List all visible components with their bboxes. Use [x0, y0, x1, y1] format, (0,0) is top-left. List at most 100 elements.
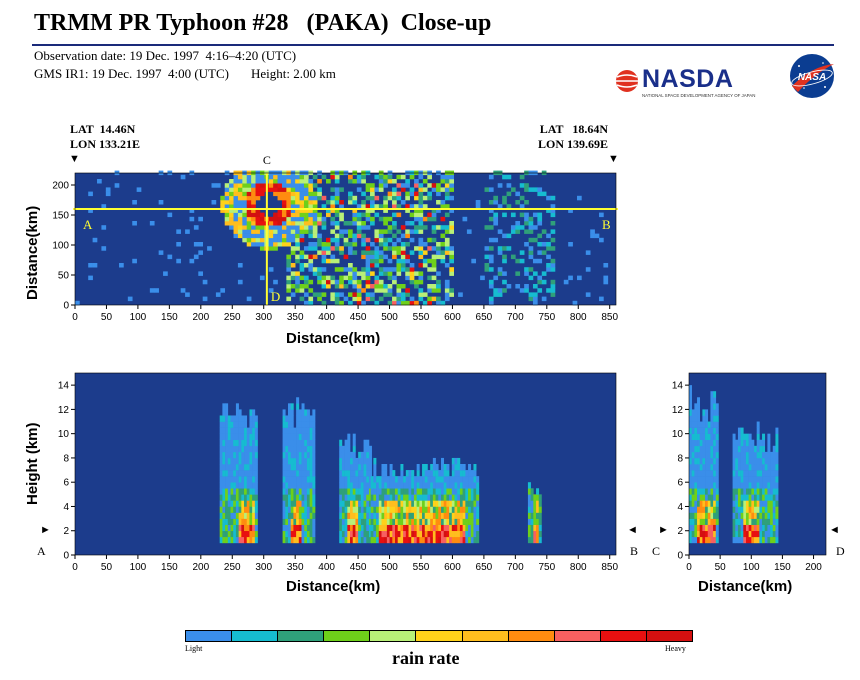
ab-cell — [454, 470, 458, 477]
top-cell — [229, 183, 234, 188]
ab-cell — [282, 445, 286, 453]
ab-cell — [435, 488, 439, 495]
cd-cell — [697, 409, 701, 416]
top-cell — [365, 292, 371, 297]
cd-cell — [762, 530, 766, 538]
ab-y-tick-label-0: 0 — [63, 551, 69, 562]
ab-cell — [527, 482, 531, 489]
ab-cell — [306, 530, 310, 538]
cd-cell — [767, 482, 771, 489]
ab-cell — [301, 512, 305, 519]
top-cell — [352, 237, 358, 243]
cd-cell — [735, 518, 739, 525]
nasda-globe-icon — [616, 70, 638, 92]
cd-cell — [702, 433, 706, 441]
cd-cell — [715, 445, 719, 453]
ab-cell — [368, 506, 372, 513]
top-cell — [519, 288, 525, 293]
ab-cell — [366, 488, 370, 495]
top-cell — [325, 200, 331, 205]
top-cell — [242, 195, 248, 201]
cd-cell — [745, 482, 749, 489]
cd-cell — [694, 470, 698, 477]
top-cell — [330, 216, 336, 222]
top-cell — [352, 216, 358, 222]
ab-cell — [344, 439, 348, 447]
ab-cell — [339, 439, 343, 447]
cd-cell — [705, 433, 709, 441]
colorbar-segment-10 — [600, 631, 647, 641]
ab-cell — [252, 409, 256, 416]
top-cell — [251, 242, 256, 247]
top-cell — [242, 187, 248, 192]
ab-cell — [392, 488, 396, 495]
top-cell — [246, 200, 252, 205]
ab-cell — [405, 476, 409, 483]
ab-cell — [288, 427, 292, 434]
top-cell — [193, 254, 199, 260]
top-cell — [444, 288, 450, 293]
top-cell — [334, 258, 340, 264]
top-cell — [449, 183, 454, 188]
ab-cell — [408, 476, 412, 483]
top-cell — [295, 279, 300, 285]
ab-cell — [440, 488, 444, 495]
top-cell — [537, 250, 543, 255]
ab-cell — [254, 421, 258, 428]
top-cell — [259, 246, 265, 251]
cd-cell — [707, 445, 711, 453]
cd-cell — [705, 494, 709, 501]
top-cell — [290, 271, 296, 276]
ab-cell — [309, 421, 313, 428]
ab-cell — [233, 494, 237, 501]
top-cell — [440, 179, 446, 184]
ab-cell — [432, 488, 436, 495]
top-cell — [488, 279, 494, 285]
ab-cell — [443, 536, 447, 544]
ab-cell — [306, 439, 310, 447]
ab-cell — [225, 457, 229, 465]
top-cell — [246, 216, 252, 222]
ab-cell — [459, 512, 463, 519]
top-cell — [334, 179, 340, 184]
top-cell — [325, 275, 331, 281]
cd-cell — [691, 433, 695, 441]
cd-cell — [697, 439, 701, 447]
top-cell — [378, 254, 384, 260]
cd-cell — [715, 464, 719, 471]
ab-cell — [411, 518, 415, 525]
cd-cell — [705, 451, 709, 459]
ab-cell — [350, 512, 354, 519]
ab-cell — [301, 451, 305, 459]
top-cell — [370, 296, 375, 302]
top-cell — [537, 216, 543, 222]
cd-cell — [756, 476, 760, 483]
ab-cell — [344, 464, 348, 471]
ab-cell — [360, 470, 364, 477]
cd-cell — [767, 530, 771, 538]
ab-cell — [370, 488, 374, 495]
cd-cell — [691, 409, 695, 416]
ab-cell — [408, 536, 412, 544]
cd-cell — [707, 530, 711, 538]
colorbar-heavy-label: Heavy — [665, 644, 686, 653]
cd-cell — [767, 451, 771, 459]
top-cell — [281, 187, 287, 192]
ab-cell — [470, 512, 474, 519]
cd-cell — [767, 512, 771, 519]
top-cell — [229, 225, 234, 230]
ab-cell — [419, 482, 423, 489]
top-cell — [312, 292, 318, 297]
cd-cell — [735, 445, 739, 453]
top-cell — [387, 271, 393, 276]
ab-cell — [411, 482, 415, 489]
ab-cell — [416, 500, 420, 507]
ab-cell — [405, 518, 409, 525]
ab-cell — [301, 457, 305, 465]
ab-cell — [293, 476, 297, 483]
ab-cell — [430, 494, 434, 501]
top-cell — [286, 288, 292, 293]
cd-cell — [691, 415, 695, 422]
ab-cell — [246, 530, 250, 538]
ab-cell — [449, 506, 453, 513]
